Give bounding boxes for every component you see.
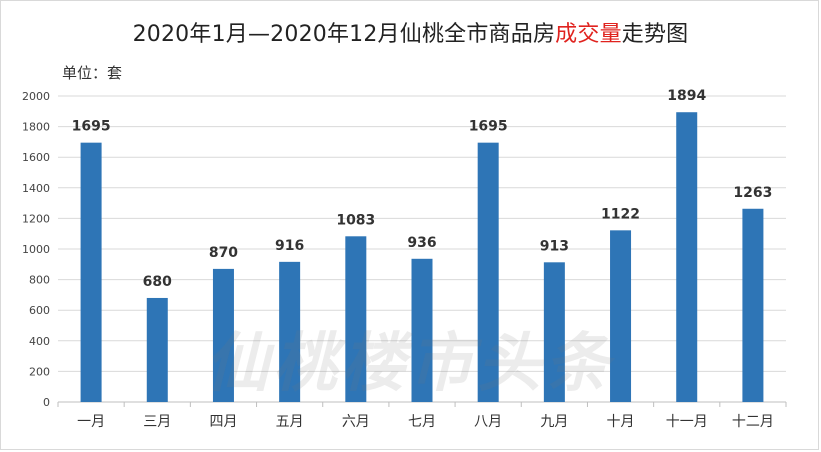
y-tick-label: 1000 [22, 243, 50, 256]
x-category-label: 十月 [607, 414, 635, 430]
chart-title: 2020年1月—2020年12月仙桃全市商品房成交量走势图 [0, 16, 821, 48]
title-highlight: 成交量 [555, 22, 622, 47]
x-category-label: 五月 [276, 414, 304, 430]
bar [676, 112, 698, 402]
data-label: 680 [143, 274, 172, 290]
bar [742, 208, 764, 402]
y-tick-label: 1400 [22, 182, 50, 195]
data-label: 1695 [469, 119, 508, 135]
data-label: 870 [209, 245, 238, 261]
y-tick-label: 600 [29, 304, 50, 317]
x-category-label: 一月 [77, 414, 105, 430]
x-category-label: 三月 [143, 414, 171, 430]
unit-label: 单位：套 [62, 64, 123, 82]
bar [146, 297, 168, 402]
data-label: 1695 [72, 119, 111, 135]
bar [543, 262, 565, 402]
bar [345, 236, 367, 402]
data-label: 1083 [336, 212, 375, 228]
data-label: 1894 [667, 88, 706, 104]
x-category-label: 九月 [540, 414, 568, 430]
y-tick-label: 0 [43, 396, 50, 409]
y-tick-label: 200 [29, 365, 50, 378]
bar [212, 268, 234, 402]
y-tick-label: 800 [29, 274, 50, 287]
bar [477, 142, 499, 403]
bar [80, 142, 102, 403]
data-label: 936 [407, 235, 436, 251]
bar [411, 258, 433, 402]
x-category-label: 七月 [408, 414, 436, 430]
data-label: 1122 [601, 206, 640, 222]
y-tick-label: 2000 [22, 90, 50, 103]
bar [279, 261, 301, 402]
x-category-label: 十二月 [732, 414, 774, 430]
bar [610, 230, 632, 402]
y-tick-label: 400 [29, 335, 50, 348]
y-tick-label: 1200 [22, 212, 50, 225]
data-label: 1263 [733, 185, 772, 201]
x-category-label: 八月 [474, 414, 502, 430]
title-prefix: 2020年1月—2020年12月仙桃全市商品房 [132, 22, 556, 47]
data-label: 913 [540, 238, 569, 254]
x-category-label: 十一月 [666, 414, 708, 430]
x-category-label: 六月 [342, 414, 370, 430]
title-suffix: 走势图 [621, 22, 689, 47]
y-tick-label: 1800 [22, 121, 50, 134]
y-tick-label: 1600 [22, 151, 50, 164]
data-label: 916 [275, 238, 304, 254]
x-category-label: 四月 [209, 414, 237, 430]
